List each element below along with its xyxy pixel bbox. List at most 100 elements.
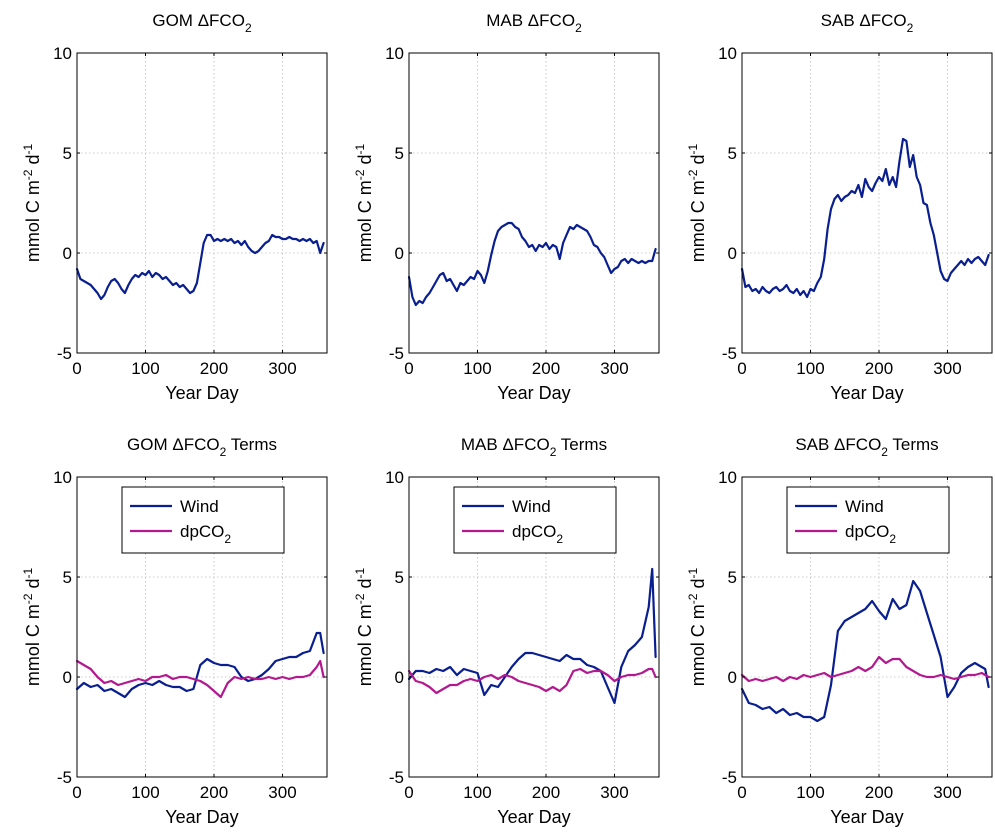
x-tick-label: 200 [200, 783, 228, 802]
series-line-wind [407, 567, 657, 705]
y-tick-label: 0 [63, 244, 72, 263]
y-tick-label: 0 [728, 244, 737, 263]
legend: Wind dpCO2 [453, 486, 617, 554]
y-tick-label: 5 [728, 568, 737, 587]
legend: Wind dpCO2 [786, 486, 950, 554]
title-main: SAB ΔFCO [821, 11, 907, 30]
y-tick-label: 10 [53, 44, 72, 63]
y-tick-label: -5 [57, 344, 72, 363]
title-subscript: 2 [220, 445, 227, 459]
y-axis-label: mmol C m-2 d-1 [21, 143, 43, 262]
axes-box [741, 476, 993, 778]
chart-title: SAB ΔFCO2 Terms [795, 435, 938, 459]
x-tick-label: 100 [131, 783, 159, 802]
legend-box [786, 486, 950, 554]
title-main: SAB ΔFCO [795, 435, 881, 454]
title-suffix: Terms [556, 435, 607, 454]
x-tick-label: 0 [72, 359, 81, 378]
y-tick-label: 10 [385, 468, 404, 487]
y-tick-label: 5 [395, 144, 404, 163]
legend-label-main: dpCO [845, 522, 889, 541]
axes-box [741, 52, 993, 354]
x-tick-label: 300 [600, 359, 628, 378]
y-axis-label: mmol C m-2 d-1 [686, 567, 708, 686]
title-subscript: 2 [907, 21, 914, 35]
x-tick-label: 300 [933, 359, 961, 378]
chart-title: MAB ΔFCO2 [486, 11, 582, 35]
plot-area [77, 53, 327, 353]
ylabel-text: d [355, 578, 375, 593]
ylabel-text: d [688, 154, 708, 169]
y-tick-label: -5 [389, 344, 404, 363]
legend-label: dpCO2 [180, 522, 231, 546]
x-axis-label: Year Day [497, 807, 570, 827]
axes-box [76, 476, 328, 778]
x-tick-label: 100 [463, 783, 491, 802]
series-line-total [75, 233, 325, 301]
x-tick-label: 200 [865, 783, 893, 802]
legend-label: dpCO2 [512, 522, 563, 546]
title-suffix: Terms [888, 435, 939, 454]
legend-label: Wind [512, 497, 551, 516]
axes-box [408, 476, 660, 778]
legend-label-main: dpCO [512, 522, 556, 541]
x-tick-label: 300 [268, 359, 296, 378]
y-tick-label: 5 [63, 568, 72, 587]
ylabel-exponent: -1 [353, 567, 367, 578]
series-line-dpco [740, 655, 990, 683]
x-tick-label: 200 [865, 359, 893, 378]
ylabel-text: d [355, 154, 375, 169]
legend-label: Wind [845, 497, 884, 516]
y-tick-label: 10 [718, 468, 737, 487]
y-tick-label: 0 [63, 668, 72, 687]
plot-area [409, 53, 659, 353]
x-tick-label: 0 [737, 359, 746, 378]
axes-box [408, 52, 660, 354]
chart-title: GOM ΔFCO2 [152, 11, 252, 35]
y-tick-label: 5 [63, 144, 72, 163]
ylabel-text: mmol C m [23, 180, 43, 262]
series-line-dpco [407, 667, 657, 695]
x-tick-label: 200 [532, 359, 560, 378]
y-axis-label: mmol C m-2 d-1 [686, 143, 708, 262]
legend-label-main: Wind [512, 497, 551, 516]
ylabel-text: d [23, 578, 43, 593]
y-tick-label: -5 [389, 768, 404, 787]
y-tick-label: -5 [722, 768, 737, 787]
x-axis-label: Year Day [497, 383, 570, 403]
ylabel-text: mmol C m [23, 604, 43, 686]
title-subscript: 2 [881, 445, 888, 459]
legend-label-subscript: 2 [889, 532, 896, 546]
x-tick-label: 0 [404, 359, 413, 378]
ylabel-text: mmol C m [688, 604, 708, 686]
legend-label: Wind [180, 497, 219, 516]
legend-label-main: Wind [845, 497, 884, 516]
ylabel-exponent: -1 [686, 143, 700, 154]
y-axis-label: mmol C m-2 d-1 [353, 567, 375, 686]
title-subscript: 2 [575, 21, 582, 35]
y-tick-label: 0 [728, 668, 737, 687]
chart-title: MAB ΔFCO2 Terms [461, 435, 607, 459]
y-tick-label: 10 [53, 468, 72, 487]
x-tick-label: 100 [463, 359, 491, 378]
title-main: MAB ΔFCO [461, 435, 550, 454]
x-axis-label: Year Day [165, 807, 238, 827]
legend-label: dpCO2 [845, 522, 896, 546]
ylabel-text: mmol C m [355, 604, 375, 686]
y-tick-label: 5 [395, 568, 404, 587]
x-tick-label: 100 [796, 783, 824, 802]
x-tick-label: 0 [404, 783, 413, 802]
title-subscript: 2 [550, 445, 557, 459]
ylabel-text: d [688, 578, 708, 593]
ylabel-exponent: -2 [353, 593, 367, 604]
series-line-wind [740, 579, 990, 723]
x-tick-label: 200 [532, 783, 560, 802]
legend-label-subscript: 2 [556, 532, 563, 546]
title-main: GOM ΔFCO [127, 435, 220, 454]
legend: Wind dpCO2 [121, 486, 285, 554]
